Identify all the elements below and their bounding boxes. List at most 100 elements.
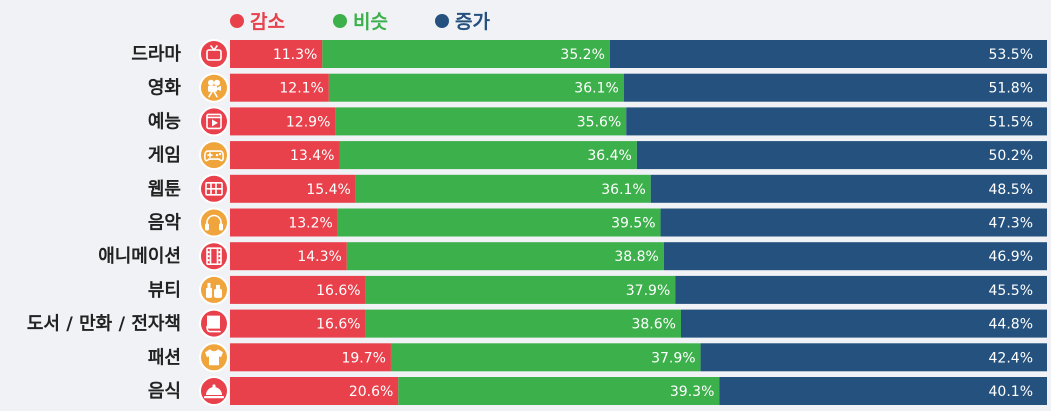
- bar-segment-2: [365, 309, 681, 338]
- bar-segment-3: [636, 141, 1047, 170]
- bar-segment-2: [337, 208, 661, 237]
- bar-segment-3: [650, 174, 1047, 203]
- data-label: 36.1%: [574, 81, 618, 97]
- shirt-icon: [205, 349, 223, 366]
- bar-segment-1: [230, 174, 356, 203]
- food-cloche-icon: [204, 384, 224, 399]
- icon-shape: [218, 251, 221, 254]
- icon-shape: [208, 79, 214, 86]
- data-label: 37.9%: [651, 350, 695, 366]
- category-icon-badge: [199, 376, 229, 406]
- bar-segment-3: [663, 242, 1047, 271]
- icon-shape: [206, 247, 222, 265]
- data-label: 36.4%: [587, 148, 631, 164]
- category-icon-badge: [199, 72, 229, 103]
- legend-label: 감소: [250, 11, 285, 33]
- icon-shape: [218, 152, 222, 156]
- data-label: 19.7%: [341, 350, 385, 366]
- data-label: 40.1%: [989, 384, 1033, 400]
- icon-circle: [199, 241, 229, 272]
- category-label: 애니메이션: [98, 246, 181, 267]
- bar-segment-3: [700, 343, 1047, 372]
- bar-segment-3: [680, 309, 1047, 338]
- bar-segment-3: [675, 275, 1047, 304]
- legend-item-1: 감소: [230, 11, 285, 33]
- film-strip-icon: [206, 247, 222, 266]
- bar-segment-2: [346, 242, 664, 271]
- icon-shape: [213, 45, 218, 51]
- bar-segment-1: [230, 40, 323, 68]
- category-icon-badge: [199, 342, 229, 373]
- icon-shape: [207, 255, 210, 258]
- category-label: 음악: [148, 213, 182, 234]
- chart-row: 뷰티 16.6% 37.9% 45.5%: [148, 274, 1047, 305]
- chart-row: 음식 20.6% 39.3% 40.1%: [148, 376, 1047, 406]
- icon-shape: [210, 45, 215, 51]
- icon-shape: [214, 79, 220, 86]
- icon-shape: [208, 85, 217, 92]
- data-label: 51.8%: [989, 81, 1033, 97]
- bar-segment-1: [230, 208, 338, 237]
- bar-segment-2: [322, 40, 610, 68]
- data-label: 11.3%: [273, 47, 317, 63]
- icon-shape: [213, 90, 218, 98]
- bar-segment-1: [230, 343, 391, 372]
- data-label: 35.2%: [560, 47, 604, 63]
- video-play-icon: [206, 113, 222, 130]
- icon-shape: [219, 223, 223, 231]
- data-label: 39.5%: [611, 216, 655, 232]
- category-label: 음식: [148, 381, 181, 402]
- category-icon-badge: [199, 39, 229, 69]
- chart-row: 음악 13.2% 39.5% 47.3%: [148, 207, 1047, 238]
- icon-shape: [205, 349, 223, 366]
- bar-segment-3: [623, 73, 1047, 102]
- data-label: 14.3%: [297, 249, 341, 265]
- category-label: 영화: [148, 78, 182, 99]
- bar-segment-1: [230, 377, 399, 405]
- legend-marker: [435, 14, 449, 28]
- icon-shape: [205, 223, 209, 231]
- icon-shape: [207, 259, 210, 262]
- icon-circle: [199, 274, 229, 305]
- webtoon-icon: [205, 182, 223, 196]
- bar-segment-2: [390, 343, 701, 372]
- icon-shape: [208, 90, 213, 98]
- chart-row: 도서 / 만화 / 전자책 16.6% 38.6% 44.8%: [27, 308, 1047, 339]
- category-icon-badge: [199, 274, 229, 305]
- icon-shape: [204, 396, 224, 399]
- bar-segment-2: [398, 377, 720, 405]
- icon-shape: [216, 284, 220, 289]
- data-label: 39.3%: [670, 384, 714, 400]
- icon-shape: [204, 150, 224, 162]
- data-label: 16.6%: [316, 317, 360, 333]
- category-label: 웹툰: [148, 179, 181, 200]
- legend-label: 증가: [455, 11, 490, 33]
- data-label: 13.2%: [288, 216, 332, 232]
- bar-segment-1: [230, 73, 329, 102]
- icon-shape: [218, 255, 221, 258]
- chart-row: 패션 19.7% 37.9% 42.4%: [148, 342, 1047, 373]
- data-label: 53.5%: [989, 47, 1033, 63]
- category-icon-badge: [199, 241, 229, 272]
- legend-item-3: 증가: [435, 11, 490, 33]
- data-label: 46.9%: [989, 249, 1033, 265]
- bar-segment-1: [230, 141, 340, 170]
- category-icon-badge: [199, 308, 229, 339]
- data-label: 36.1%: [601, 182, 645, 198]
- headphones-icon: [205, 214, 223, 231]
- icon-shape: [206, 387, 222, 395]
- data-label: 13.4%: [290, 148, 334, 164]
- icon-circle: [199, 39, 229, 69]
- tv-icon: [206, 45, 222, 61]
- data-label: 51.5%: [989, 114, 1033, 130]
- category-label: 게임: [148, 145, 181, 166]
- bar-segment-1: [230, 242, 347, 271]
- category-icon-badge: [199, 207, 229, 238]
- category-label: 예능: [148, 111, 181, 132]
- cosmetics-icon: [206, 282, 222, 298]
- data-label: 37.9%: [626, 283, 670, 299]
- legend-marker: [230, 14, 244, 28]
- data-label: 50.2%: [989, 148, 1033, 164]
- bar-segment-1: [230, 309, 366, 338]
